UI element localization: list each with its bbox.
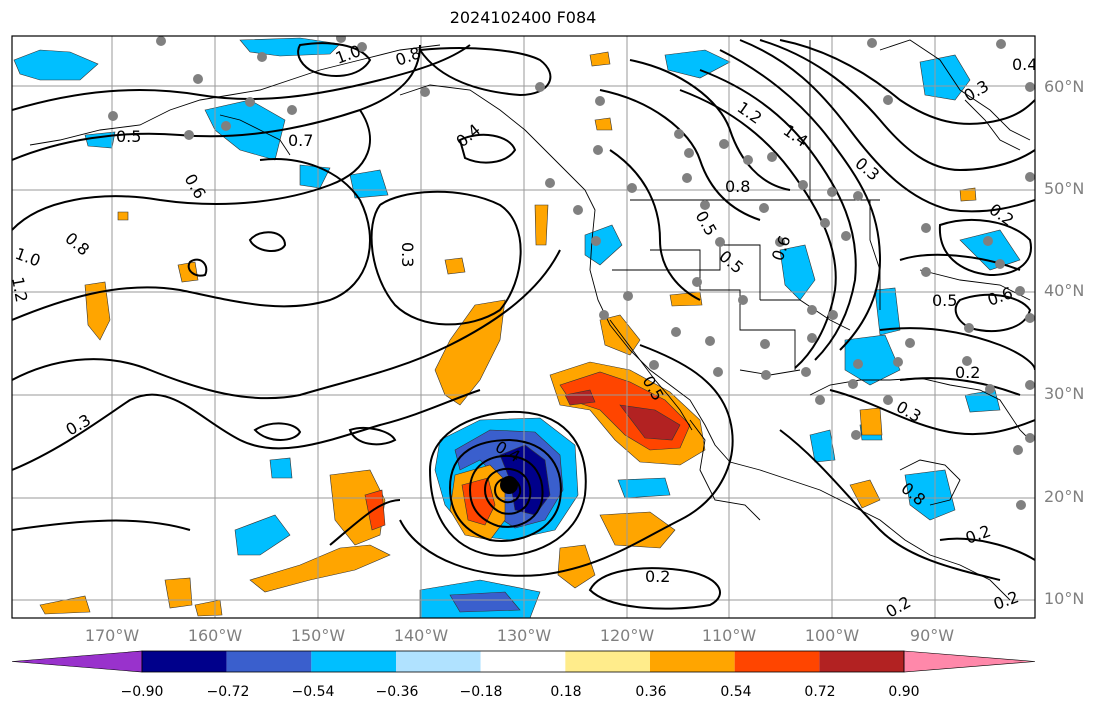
lat-label-50n: 50°N <box>1044 179 1085 198</box>
lon-label-110w: 110°W <box>701 626 757 645</box>
colorbar-segment <box>226 651 312 672</box>
contour-label: 0.7 <box>288 131 313 150</box>
contour-label: 0.8 <box>725 177 750 196</box>
cyclone-center-marker <box>500 476 518 494</box>
colorbar-tick-label: 0.54 <box>720 684 752 700</box>
lat-label-10n: 10°N <box>1044 589 1085 608</box>
lat-label-40n: 40°N <box>1044 281 1085 300</box>
colorbar-tick-label: 0.36 <box>635 684 667 700</box>
colorbar-tick-label: 0.18 <box>550 684 582 700</box>
colorbar-tick-label: 0.72 <box>804 684 836 700</box>
colorbar-tick-label: −0.36 <box>375 684 419 700</box>
colorbar-tick-label: −0.72 <box>206 684 250 700</box>
colorbar-extend-high <box>903 650 1036 673</box>
lon-label-160w: 160°W <box>187 626 243 645</box>
colorbar-extend-low <box>11 650 143 673</box>
contour-label: 0.5 <box>932 291 957 310</box>
colorbar-tick-label: 0.90 <box>888 684 920 700</box>
contour-label: 0.4 <box>1012 55 1037 74</box>
lat-label-30n: 30°N <box>1044 384 1085 403</box>
colorbar-segment <box>142 651 227 672</box>
map-frame <box>11 35 1036 619</box>
colorbar-tick-label: −0.18 <box>459 684 503 700</box>
lon-label-140w: 140°W <box>393 626 449 645</box>
colorbar-segment <box>311 651 396 672</box>
plot-title: 2024102400 F084 <box>449 8 597 27</box>
station-dots <box>108 36 1035 510</box>
lat-label-60n: 60°N <box>1044 77 1085 96</box>
contour-label: 0.2 <box>955 363 980 382</box>
colorbar-tick-label: −0.54 <box>291 684 335 700</box>
contour-label: 0.2 <box>645 567 670 586</box>
contour-label: 0.3 <box>398 242 417 267</box>
colorbar-segment <box>565 651 650 672</box>
contour-label: 0.5 <box>116 127 141 146</box>
lon-label-120w: 120°W <box>599 626 655 645</box>
colorbar-segment <box>734 651 820 672</box>
colorbar-frame <box>141 650 905 673</box>
lon-label-170w: 170°W <box>84 626 140 645</box>
colorbar-segment <box>480 651 566 672</box>
lon-label-150w: 150°W <box>290 626 346 645</box>
colorbar <box>11 650 1036 673</box>
lat-label-20n: 20°N <box>1044 487 1085 506</box>
lon-label-90w: 90°W <box>909 626 955 645</box>
lon-label-100w: 100°W <box>804 626 860 645</box>
lon-label-130w: 130°W <box>496 626 552 645</box>
contour-lines <box>12 39 1035 610</box>
contour-label: 1.2 <box>8 275 31 303</box>
colorbar-segment <box>819 651 904 672</box>
colorbar-segment <box>650 651 735 672</box>
colorbar-tick-label: −0.90 <box>120 684 164 700</box>
colorbar-segment <box>396 651 481 672</box>
